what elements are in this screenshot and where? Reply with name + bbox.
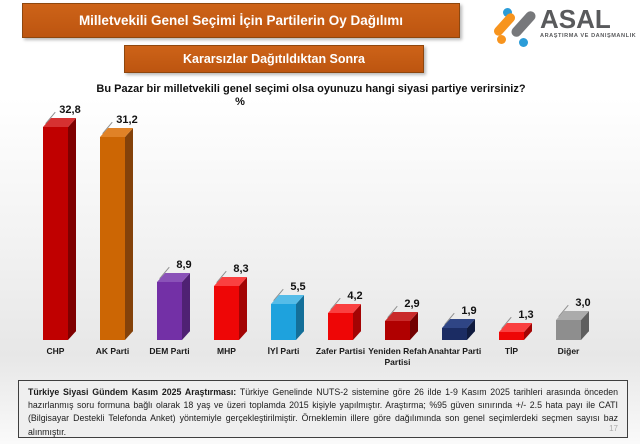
category-label: DEM Parti: [149, 346, 190, 356]
bar-front-face: [271, 304, 296, 340]
bar-front-face: [328, 313, 353, 340]
asal-logo: ASAL ARAŞTIRMA VE DANIŞMANLIK: [492, 6, 636, 52]
bar-column: 32,8 CHP: [31, 100, 88, 356]
unit-label: %: [235, 96, 245, 108]
bar-column: 3,0 Diğer: [544, 100, 601, 356]
bar-side-face: [68, 118, 76, 340]
methodology-body: Türkiye Genelinde NUTS-2 sistemine göre …: [28, 387, 618, 437]
category-label: TİP: [504, 346, 519, 356]
category-label: CHP: [46, 346, 65, 356]
category-label: Zafer Partisi: [315, 346, 366, 356]
logo-tagline: ARAŞTIRMA VE DANIŞMANLIK: [540, 33, 637, 39]
subtitle: Kararsızlar Dağıtıldıktan Sonra: [124, 45, 424, 73]
category-label: İYİ Parti: [267, 346, 300, 356]
value-label: 8,9: [176, 259, 192, 271]
value-label: 4,2: [347, 290, 363, 302]
asal-logo-text: ASAL ARAŞTIRMA VE DANIŞMANLIK: [540, 6, 636, 39]
bar-side-face: [182, 273, 190, 340]
bar-column: 1,3 TİP: [487, 100, 544, 356]
bar-column: 1,9 Anahtar Parti: [428, 100, 487, 356]
logo-dot-icon: [497, 35, 506, 44]
bar-front-face: [385, 321, 410, 340]
bar-front-face: [100, 137, 125, 340]
logo-dot-icon: [519, 38, 528, 47]
value-label: 31,2: [116, 114, 138, 126]
bar-chart: 32,8 CHP 31,2 AK Parti 8,9 DEM Parti 8,3 MHP 5,5…: [31, 100, 601, 367]
bar-column: 4,2 Zafer Partisi: [316, 100, 373, 356]
bar-front-face: [499, 332, 524, 340]
bar-front-face: [556, 320, 581, 340]
page-number: 17: [609, 424, 618, 433]
value-label: 1,3: [518, 309, 534, 321]
main-title-text: Milletvekili Genel Seçimi İçin Partileri…: [78, 13, 404, 28]
bar-front-face: [214, 286, 239, 340]
bar-side-face: [239, 277, 247, 340]
category-label: MHP: [217, 346, 236, 356]
bar-side-face: [125, 128, 133, 340]
bar-column: 5,5 İYİ Parti: [259, 100, 316, 356]
bar-column: 8,3 MHP: [202, 100, 259, 356]
bar-front-face: [442, 328, 467, 340]
category-label: AK Parti: [95, 346, 130, 356]
logo-dot-icon: [503, 8, 512, 17]
value-label: 2,9: [404, 298, 420, 310]
subtitle-text: Kararsızlar Dağıtıldıktan Sonra: [182, 52, 365, 66]
main-title: Milletvekili Genel Seçimi İçin Partileri…: [22, 3, 460, 38]
category-label: Anahtar Parti: [427, 346, 482, 356]
logo-wordmark: ASAL: [540, 4, 611, 34]
methodology-lead: Türkiye Siyasi Gündem Kasım 2025 Araştır…: [28, 387, 237, 397]
value-label: 8,3: [233, 263, 249, 275]
bar-column: 2,9 Yeniden Refah Partisi: [368, 100, 430, 367]
bar-front-face: [157, 282, 182, 340]
value-label: 3,0: [575, 297, 591, 309]
bar-column: 8,9 DEM Parti: [145, 100, 202, 356]
bar-column: 31,2 AK Parti: [88, 100, 145, 356]
asal-logo-icon: [492, 8, 538, 48]
bar-front-face: [43, 127, 68, 340]
value-label: 1,9: [461, 305, 477, 317]
methodology-note: Türkiye Siyasi Gündem Kasım 2025 Araştır…: [18, 380, 628, 438]
category-label: Yeniden Refah Partisi: [368, 346, 427, 367]
value-label: 32,8: [59, 104, 81, 116]
category-label: Diğer: [557, 346, 580, 356]
survey-question: Bu Pazar bir milletvekili genel seçimi o…: [96, 83, 526, 95]
value-label: 5,5: [290, 281, 306, 293]
